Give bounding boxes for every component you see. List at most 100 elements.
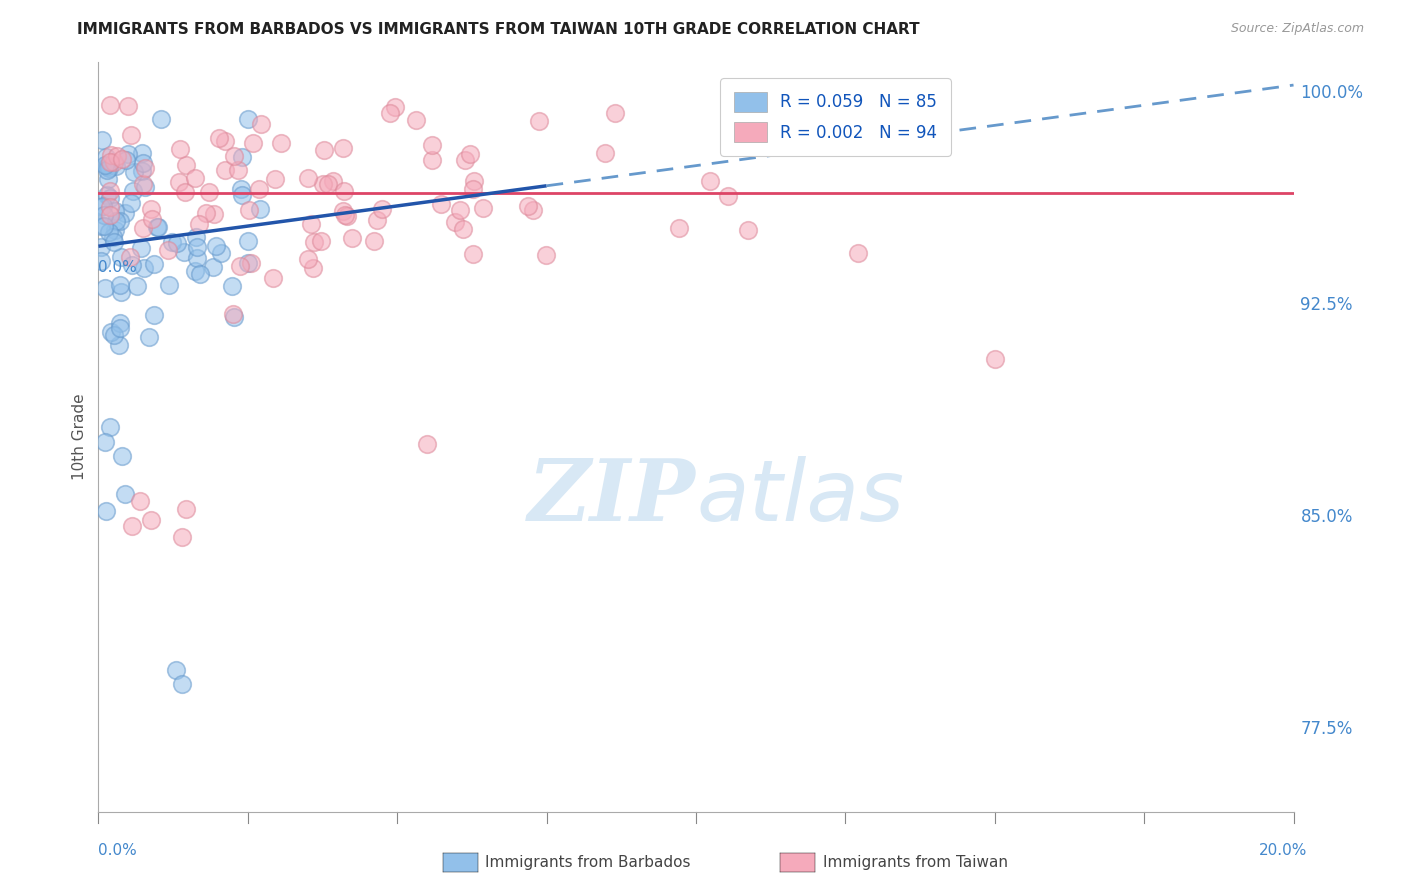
Point bbox=[141, 211, 163, 226]
Point bbox=[236, 112, 259, 126]
Point bbox=[157, 278, 180, 293]
Point bbox=[103, 235, 125, 249]
Point bbox=[91, 199, 114, 213]
Point bbox=[98, 161, 121, 176]
Point bbox=[172, 677, 194, 691]
Point bbox=[134, 161, 156, 175]
Point bbox=[270, 136, 292, 150]
Point bbox=[186, 252, 208, 266]
Point bbox=[184, 171, 207, 186]
Point bbox=[114, 487, 136, 501]
Point bbox=[297, 170, 319, 185]
Point bbox=[98, 98, 122, 112]
Text: Immigrants from Taiwan: Immigrants from Taiwan bbox=[823, 855, 1008, 870]
Point bbox=[90, 254, 112, 268]
Point bbox=[104, 213, 127, 227]
Point bbox=[236, 256, 259, 270]
Point bbox=[188, 267, 211, 281]
Point bbox=[240, 256, 263, 270]
Text: 0.0%: 0.0% bbox=[98, 260, 138, 275]
Point bbox=[204, 207, 226, 221]
Point bbox=[699, 174, 721, 188]
Point bbox=[238, 203, 260, 218]
Point bbox=[302, 261, 325, 276]
Point bbox=[420, 137, 443, 152]
Point bbox=[366, 212, 388, 227]
Point bbox=[90, 219, 112, 234]
Point bbox=[451, 221, 474, 235]
Point bbox=[342, 230, 364, 244]
Point bbox=[100, 148, 122, 162]
Point bbox=[214, 134, 236, 148]
Point bbox=[461, 247, 484, 261]
Point bbox=[93, 219, 115, 233]
Point bbox=[134, 179, 156, 194]
Point bbox=[104, 159, 127, 173]
Point bbox=[122, 184, 145, 198]
Point bbox=[202, 260, 225, 275]
Point bbox=[104, 223, 127, 237]
Point bbox=[166, 235, 188, 250]
Point bbox=[121, 258, 143, 272]
Point bbox=[534, 248, 557, 262]
Point bbox=[416, 437, 439, 451]
Point bbox=[120, 128, 142, 143]
Point bbox=[167, 175, 190, 189]
Point bbox=[222, 310, 245, 325]
Point bbox=[120, 196, 142, 211]
Point bbox=[129, 493, 152, 508]
Point bbox=[593, 145, 616, 160]
Point bbox=[110, 285, 132, 299]
Point bbox=[160, 235, 183, 249]
Point bbox=[205, 239, 228, 253]
Point bbox=[98, 420, 121, 434]
Point bbox=[371, 202, 394, 217]
Point bbox=[169, 142, 191, 156]
Point bbox=[108, 316, 131, 330]
Point bbox=[472, 201, 495, 215]
Point bbox=[422, 153, 444, 167]
Point bbox=[93, 208, 115, 222]
Point bbox=[299, 217, 322, 231]
Point bbox=[103, 155, 125, 169]
Point bbox=[221, 279, 243, 293]
Point bbox=[117, 99, 139, 113]
Point bbox=[103, 328, 125, 343]
Point bbox=[100, 325, 122, 339]
Point bbox=[737, 223, 759, 237]
Point bbox=[98, 191, 121, 205]
Text: Source: ZipAtlas.com: Source: ZipAtlas.com bbox=[1230, 22, 1364, 36]
Point bbox=[264, 172, 287, 186]
Point bbox=[208, 131, 231, 145]
Point bbox=[117, 146, 139, 161]
Point bbox=[96, 187, 118, 202]
Point bbox=[104, 204, 127, 219]
Point bbox=[458, 146, 481, 161]
Point bbox=[668, 221, 690, 235]
Point bbox=[94, 435, 117, 450]
Point bbox=[454, 153, 477, 167]
Point bbox=[143, 308, 166, 322]
Point bbox=[146, 219, 169, 234]
Point bbox=[98, 208, 122, 222]
Point bbox=[247, 182, 270, 196]
Text: Immigrants from Barbados: Immigrants from Barbados bbox=[485, 855, 690, 870]
Point bbox=[131, 241, 153, 255]
Point bbox=[98, 155, 122, 169]
Point bbox=[132, 221, 155, 235]
Point bbox=[115, 153, 138, 167]
Point bbox=[120, 250, 142, 264]
Point bbox=[302, 235, 325, 249]
Point bbox=[101, 230, 124, 244]
Point bbox=[141, 514, 163, 528]
Point bbox=[186, 240, 208, 254]
Point bbox=[108, 321, 131, 335]
Point bbox=[165, 664, 187, 678]
Point bbox=[717, 189, 740, 203]
Point bbox=[322, 174, 344, 188]
Point bbox=[384, 100, 406, 114]
Point bbox=[231, 188, 253, 202]
Point bbox=[250, 117, 273, 131]
Point bbox=[97, 159, 120, 173]
Y-axis label: 10th Grade: 10th Grade bbox=[72, 393, 87, 481]
